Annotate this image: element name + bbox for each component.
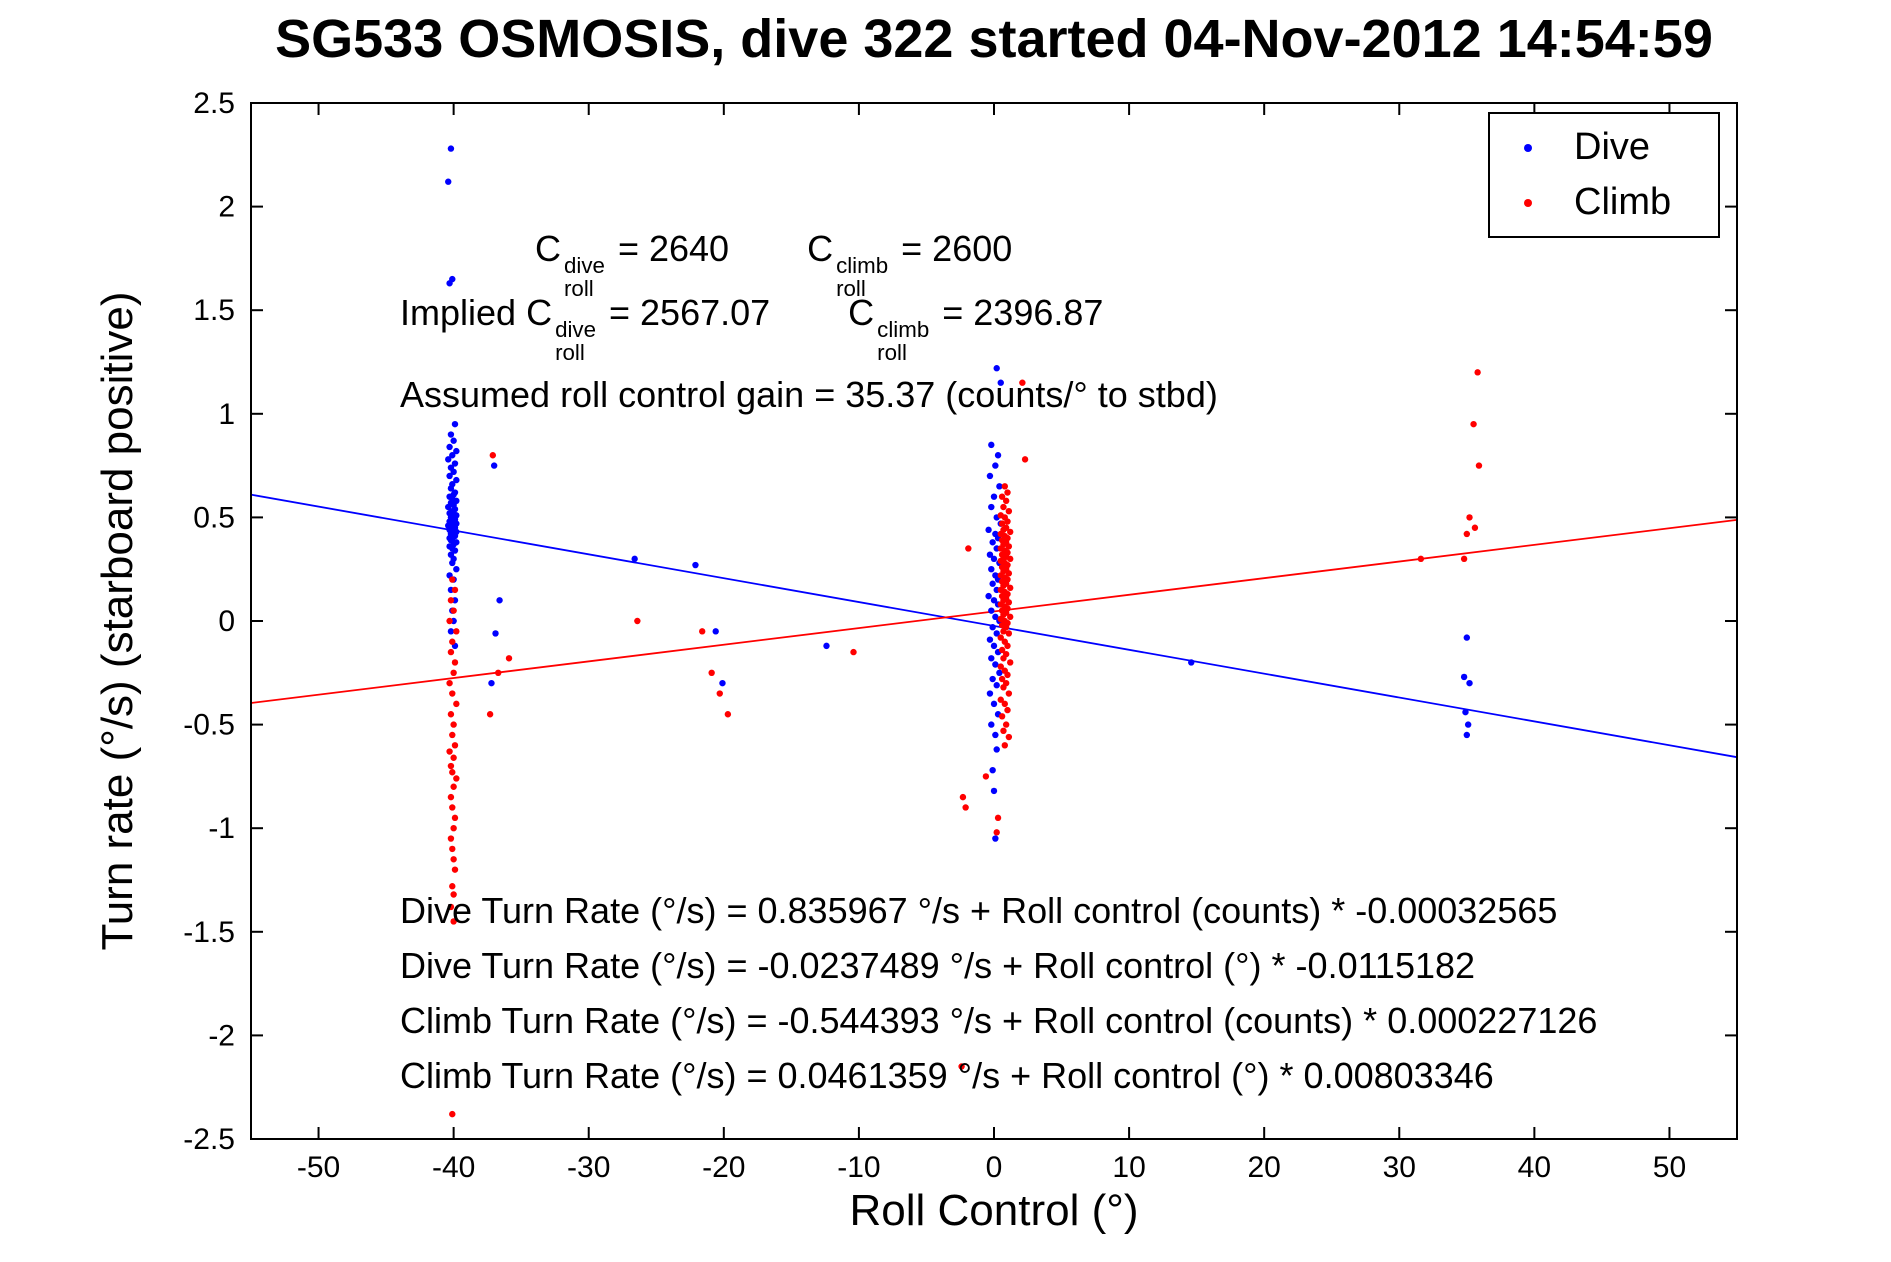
c-climb-sub: roll <box>836 275 866 301</box>
x-tick-label: -40 <box>432 1151 475 1184</box>
y-tick-label: 0.5 <box>193 501 235 534</box>
implied-c-dive-sub: roll <box>555 339 585 365</box>
x-ticks: -50 -40 -30 -20 -10 0 10 20 30 40 50 <box>297 103 1686 1184</box>
legend-label-dive: Dive <box>1574 126 1651 168</box>
y-tick-label: 0 <box>218 605 235 638</box>
annotation-roll-gain: Assumed roll control gain = 35.37 (count… <box>400 374 1218 415</box>
implied-c-climb-sup: climb <box>877 317 930 343</box>
y-tick-label: -1.5 <box>183 916 235 949</box>
annotation-dive-fit-degrees: Dive Turn Rate (°/s) = -0.0237489 °/s + … <box>400 945 1476 986</box>
x-tick-label: 10 <box>1112 1151 1145 1184</box>
annotation-climb-fit-degrees: Climb Turn Rate (°/s) = 0.0461359 °/s + … <box>400 1055 1494 1096</box>
legend-item-climb: Climb <box>1490 181 1718 224</box>
y-tick-label: -2.5 <box>183 1123 235 1156</box>
implied-c-climb-sub: roll <box>877 339 907 365</box>
x-tick-label: -30 <box>567 1151 610 1184</box>
y-axis-label: Turn rate (°/s) (starboard positive) <box>93 291 142 951</box>
c-climb-base: C <box>807 228 834 269</box>
y-tick-label: 1.5 <box>193 294 235 327</box>
x-tick-label: 30 <box>1383 1151 1416 1184</box>
y-tick-label: -1 <box>208 812 235 845</box>
climb-points <box>446 369 1483 1118</box>
legend-item-dive: Dive <box>1490 126 1718 169</box>
c-dive-value: = 2640 <box>607 228 730 269</box>
implied-c-climb-value: = 2396.87 <box>932 292 1104 333</box>
x-tick-label: -10 <box>837 1151 880 1184</box>
c-dive-scripts: dive roll <box>564 253 605 301</box>
c-climb-value: = 2600 <box>891 228 1013 269</box>
x-tick-label: 0 <box>986 1151 1003 1184</box>
c-climb-sup: climb <box>836 253 889 279</box>
dive-points <box>445 145 1473 842</box>
c-dive-base: C <box>535 228 561 269</box>
implied-prefix: Implied <box>400 292 527 333</box>
y-ticks: -2.5 -2 -1.5 -1 -0.5 0 0.5 1 1.5 2 2.5 <box>183 87 1737 1156</box>
y-tick-label: -2 <box>208 1019 235 1052</box>
chart-title: SG533 OSMOSIS, dive 322 started 04-Nov-2… <box>275 9 1713 69</box>
dive-marker-icon <box>1524 143 1532 152</box>
y-tick-label: 1 <box>218 398 235 431</box>
implied-c-dive-sup: dive <box>555 317 596 343</box>
c-dive-sub: roll <box>564 275 594 301</box>
c-dive-sup: dive <box>564 253 605 279</box>
c-climb-scripts: climb roll <box>836 253 889 301</box>
implied-c-dive-base: C <box>526 292 553 333</box>
implied-c-dive-scripts: dive roll <box>555 317 596 365</box>
x-axis-label: Roll Control (°) <box>849 1186 1139 1235</box>
annotation-climb-fit-counts: Climb Turn Rate (°/s) = -0.544393 °/s + … <box>400 1000 1598 1041</box>
annotation-dive-fit-counts: Dive Turn Rate (°/s) = 0.835967 °/s + Ro… <box>400 890 1558 931</box>
implied-c-climb-base: C <box>848 292 875 333</box>
x-tick-label: -20 <box>702 1151 745 1184</box>
x-tick-label: 50 <box>1653 1151 1686 1184</box>
y-tick-label: 2 <box>218 191 235 224</box>
x-tick-label: 40 <box>1518 1151 1551 1184</box>
implied-c-dive-value: = 2567.07 <box>599 292 771 333</box>
y-tick-label: -0.5 <box>183 709 235 742</box>
implied-c-climb-scripts: climb roll <box>877 317 930 365</box>
y-tick-label: 2.5 <box>193 87 235 120</box>
legend: Dive Climb <box>1488 112 1720 238</box>
climb-marker-icon <box>1524 198 1532 207</box>
x-tick-label: 20 <box>1247 1151 1280 1184</box>
legend-label-climb: Climb <box>1574 181 1672 223</box>
x-tick-label: -50 <box>297 1151 340 1184</box>
